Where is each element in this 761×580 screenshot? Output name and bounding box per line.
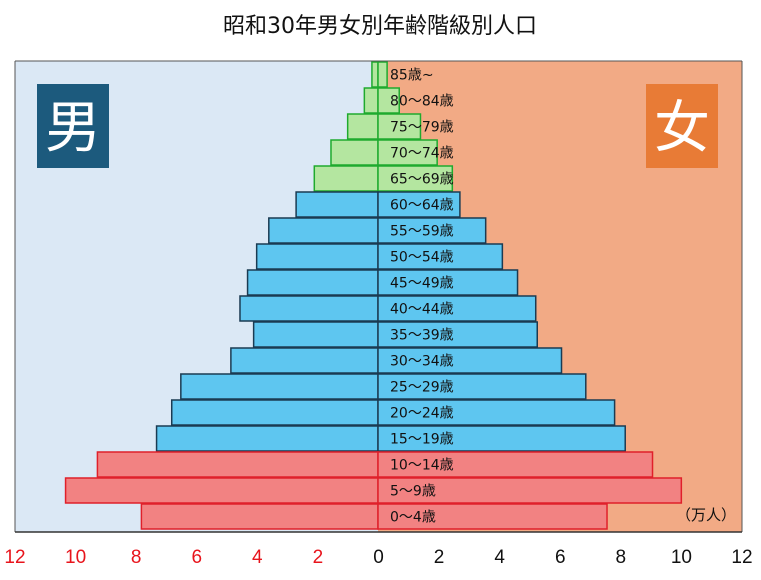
female-bar-6	[377, 217, 487, 244]
female-bar-9	[377, 295, 537, 322]
age-label-13: 20～24歳	[390, 406, 454, 422]
female-bar-13	[377, 399, 616, 426]
male-bar-15	[96, 451, 379, 478]
age-label-12: 25～29歳	[390, 380, 454, 396]
male-bar-14	[155, 425, 379, 452]
male-bar-11	[230, 347, 379, 374]
x-tick-label-0: 12	[4, 547, 25, 568]
male-bar-2	[346, 113, 379, 140]
male-bar-13	[170, 399, 379, 426]
female-bar-8	[377, 269, 519, 296]
age-label-2: 75～79歳	[390, 120, 454, 136]
age-label-8: 45～49歳	[390, 276, 454, 292]
male-badge-label: 男	[45, 96, 101, 161]
x-tick-label-11: 10	[671, 547, 692, 568]
bars-group	[64, 61, 683, 530]
age-label-4: 65～69歳	[390, 172, 454, 188]
male-bar-0	[371, 61, 379, 88]
age-label-14: 15～19歳	[390, 432, 454, 448]
female-bar-5	[377, 191, 461, 218]
female-badge: 女	[646, 84, 718, 168]
x-tick-label-2: 8	[131, 547, 142, 568]
age-label-11: 30～34歳	[390, 354, 454, 370]
age-label-3: 70～74歳	[390, 146, 454, 162]
age-labels-group: 85歳~ 80～84歳 75～79歳 70～74歳 65～69歳 60～64歳 55～59歳…	[390, 68, 454, 526]
female-bar-1	[377, 87, 400, 114]
x-tick-label-5: 2	[313, 547, 324, 568]
age-label-9: 40～44歳	[390, 302, 454, 318]
female-bar-7	[377, 243, 504, 270]
female-bar-12	[377, 373, 587, 400]
x-tick-label-12: 12	[731, 547, 752, 568]
age-label-15: 10～14歳	[390, 458, 454, 474]
male-bar-16	[64, 477, 379, 504]
x-tick-label-10: 8	[616, 547, 627, 568]
female-bar-0	[377, 61, 388, 88]
female-bar-15	[377, 451, 654, 478]
female-badge-label: 女	[654, 96, 710, 161]
x-tick-label-8: 4	[494, 547, 505, 568]
female-bar-10	[377, 321, 538, 348]
male-bar-9	[239, 295, 379, 322]
age-label-7: 50～54歳	[390, 250, 454, 266]
male-bar-8	[246, 269, 379, 296]
male-bar-6	[268, 217, 379, 244]
male-bar-3	[330, 139, 379, 166]
male-bar-4	[313, 165, 379, 192]
female-bar-4	[377, 165, 454, 192]
chart-title: 昭和30年男女別年齢階級別人口	[223, 14, 537, 39]
male-bar-5	[295, 191, 379, 218]
age-label-17: 0～4歳	[390, 510, 436, 526]
female-bar-2	[377, 113, 422, 140]
age-label-10: 35～39歳	[390, 328, 454, 344]
x-tick-label-4: 4	[252, 547, 263, 568]
female-bar-14	[377, 425, 626, 452]
female-bar-3	[377, 139, 438, 166]
x-tick-label-6: 0	[373, 547, 384, 568]
female-bar-11	[377, 347, 563, 374]
age-label-16: 5～9歳	[390, 484, 436, 500]
male-bar-10	[252, 321, 379, 348]
male-bar-7	[255, 243, 379, 270]
age-label-5: 60～64歳	[390, 198, 454, 214]
x-tick-label-7: 2	[434, 547, 445, 568]
x-tick-label-9: 6	[555, 547, 566, 568]
unit-label: （万人）	[676, 506, 736, 524]
male-bar-12	[180, 373, 379, 400]
female-bar-17	[377, 503, 608, 530]
male-bar-17	[140, 503, 379, 530]
male-badge: 男	[37, 84, 109, 168]
age-label-1: 80～84歳	[390, 94, 454, 110]
x-tick-label-3: 6	[191, 547, 202, 568]
female-bar-16	[377, 477, 683, 504]
age-label-6: 55～59歳	[390, 224, 454, 240]
x-tick-labels-group: 12 10 8 6 4 2 0 2 4 6 8 10 12	[4, 547, 752, 568]
age-label-0: 85歳~	[390, 68, 434, 84]
male-bar-1	[363, 87, 379, 114]
x-tick-label-1: 10	[65, 547, 86, 568]
